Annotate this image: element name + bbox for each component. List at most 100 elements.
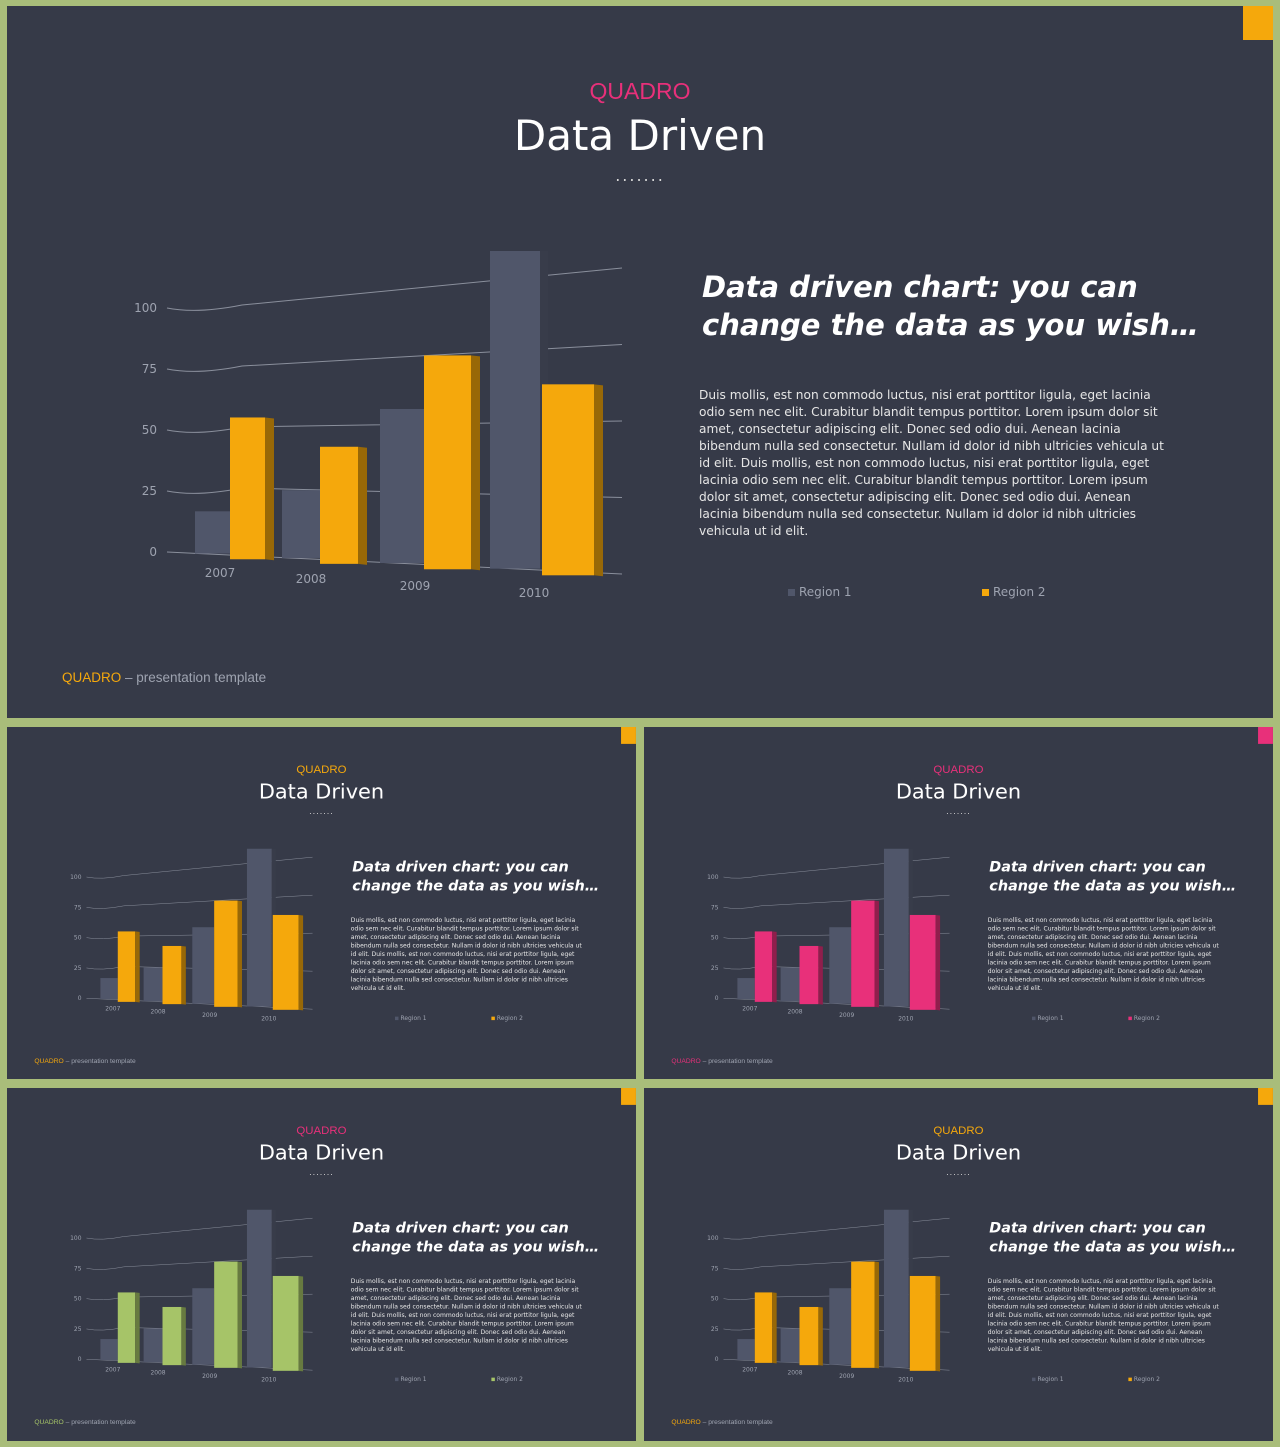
- legend-label-region-1: Region 1: [400, 1375, 427, 1383]
- y-tick-label-0: 0: [149, 545, 157, 559]
- title-dots-divider: .......: [309, 1167, 334, 1177]
- bar-side-region-2-2009: [237, 1261, 242, 1369]
- bar-region-1-2007: [100, 978, 118, 1000]
- footer-text: QUADRO – presentation template: [62, 670, 266, 685]
- slide-title: Data Driven: [258, 779, 385, 804]
- y-tick-label-75: 75: [74, 904, 82, 911]
- y-tick-label-50: 50: [74, 935, 82, 942]
- bar-region-2-2010: [909, 914, 936, 1010]
- legend-label-region-2: Region 2: [993, 585, 1046, 599]
- gridline-100: [723, 1217, 950, 1240]
- bar-region-2-2009: [851, 900, 875, 1007]
- slide-thumbnail-orange-alt[interactable]: QUADRO Data Driven ....... 0 25 50 75 100 200…: [644, 1088, 1273, 1441]
- slide-title: Data Driven: [258, 1140, 385, 1165]
- bar-side-region-2-2009: [874, 900, 879, 1008]
- y-tick-label-50: 50: [142, 423, 157, 437]
- title-dots-divider: .......: [946, 1167, 971, 1177]
- corner-accent-square: [621, 727, 636, 744]
- slide-thumbnail-green[interactable]: QUADRO Data Driven ....... 0 25 50 75 100 200…: [7, 1088, 636, 1441]
- y-tick-label-100: 100: [707, 874, 719, 881]
- slide-title: Data Driven: [513, 111, 767, 160]
- bar-side-region-2-2007: [265, 417, 274, 561]
- chart-heading: Data driven chart: you can change the da…: [702, 268, 1199, 344]
- bar-region-2-2008: [799, 945, 819, 1005]
- legend-label-region-2: Region 2: [496, 1375, 523, 1383]
- chart-heading-line1: Data driven chart: you can: [989, 1219, 1206, 1237]
- slide-thumbnail-orange[interactable]: QUADRO Data Driven ....... 0 25 50 75 100 200…: [7, 727, 636, 1079]
- x-tick-label-2010: 2010: [519, 586, 550, 600]
- slide-thumbnail-content: QUADRO Data Driven ....... 0 25 50 75 100 200…: [7, 1088, 636, 1441]
- bar-region-2-2010: [272, 1275, 299, 1371]
- bar-chart: 0 25 50 75 100 2007 2008 2009 2010: [70, 848, 313, 1023]
- footer-caption: – presentation template: [63, 1417, 136, 1426]
- slide-main[interactable]: QUADRO Data Driven ....... 0 25 50 75 100 200…: [7, 6, 1273, 718]
- x-tick-label-2007: 2007: [105, 1367, 120, 1374]
- gridline-100: [166, 267, 623, 311]
- bar-region-2-2010: [542, 384, 594, 576]
- bar-side-region-2-2010: [298, 1275, 304, 1372]
- bar-region-1-2008: [143, 1328, 163, 1363]
- bar-side-region-2-2010: [935, 914, 941, 1011]
- slide-thumbnail-content: QUADRO Data Driven ....... 0 25 50 75 100 200…: [7, 727, 636, 1079]
- footer-brand: QUADRO: [671, 1417, 701, 1426]
- gridline-75: [86, 894, 313, 909]
- y-tick-label-25: 25: [74, 965, 82, 972]
- x-tick-label-2010: 2010: [898, 1016, 913, 1023]
- body-paragraph: Duis mollis, est non commodo luctus, nis…: [987, 916, 1219, 992]
- y-tick-label-75: 75: [142, 362, 157, 376]
- footer-brand: QUADRO: [671, 1056, 701, 1065]
- y-tick-label-100: 100: [707, 1235, 719, 1242]
- gridline-75: [723, 1255, 950, 1270]
- brand-label: QUADRO: [296, 1123, 347, 1137]
- legend-swatch-region-2: [982, 589, 989, 596]
- gridline-75: [166, 344, 623, 372]
- x-tick-label-2010: 2010: [898, 1377, 913, 1384]
- bar-region-2-2010: [909, 1275, 936, 1371]
- legend-swatch-region-2: [1128, 1377, 1132, 1382]
- footer-brand: QUADRO: [34, 1056, 64, 1065]
- legend-label-region-1: Region 1: [1037, 1014, 1064, 1022]
- body-paragraph: Duis mollis, est non commodo luctus, nis…: [350, 916, 582, 992]
- y-tick-label-50: 50: [711, 935, 719, 942]
- x-tick-label-2009: 2009: [839, 1373, 854, 1380]
- bar-side-region-2-2007: [772, 931, 777, 1003]
- bar-region-2-2008: [320, 446, 358, 564]
- y-tick-label-25: 25: [74, 1326, 82, 1333]
- y-tick-label-50: 50: [711, 1296, 719, 1303]
- bar-side-region-2-2008: [358, 446, 367, 565]
- bar-side-region-2-2008: [181, 1306, 186, 1366]
- legend-region-1: Region 1: [1032, 1015, 1064, 1022]
- chart-heading-line2: change the data as you wish…: [352, 877, 600, 894]
- bar-region-2-2009: [424, 355, 471, 570]
- body-paragraph: Duis mollis, est non commodo luctus, nis…: [699, 388, 1164, 538]
- corner-accent-square: [621, 1088, 636, 1105]
- x-tick-label-2009: 2009: [400, 579, 431, 593]
- chart-heading-line1: Data driven chart: you can: [352, 858, 569, 876]
- footer-caption: – presentation template: [700, 1417, 773, 1426]
- bar-region-1-2010: [883, 848, 909, 1007]
- x-tick-label-2009: 2009: [839, 1012, 854, 1019]
- bar-side-region-2-2010: [935, 1275, 941, 1372]
- brand-label: QUADRO: [933, 1123, 984, 1137]
- bar-region-1-2008: [780, 1328, 800, 1363]
- brand-label: QUADRO: [296, 762, 347, 776]
- legend-swatch-region-1: [395, 1016, 399, 1021]
- body-paragraph: Duis mollis, est non commodo luctus, nis…: [350, 1277, 582, 1353]
- bar-chart: 0 25 50 75 100 2007 2008 2009 2010: [707, 848, 950, 1023]
- legend-region-2: Region 2: [982, 585, 1046, 599]
- slide-title: Data Driven: [895, 1140, 1022, 1165]
- body-paragraph: Duis mollis, est non commodo luctus, nis…: [987, 1277, 1219, 1353]
- corner-accent-square: [1258, 727, 1273, 744]
- bar-chart: 0 25 50 75 100 2007 2008 2009 2010: [707, 1209, 950, 1384]
- legend-swatch-region-2: [1128, 1016, 1132, 1021]
- chart-heading-line1: Data driven chart: you can: [352, 1219, 569, 1237]
- bar-region-1-2010: [490, 251, 540, 569]
- legend-region-2: Region 2: [491, 1015, 523, 1022]
- legend-swatch-region-2: [491, 1377, 495, 1382]
- slide-thumbnail-pink[interactable]: QUADRO Data Driven ....... 0 25 50 75 100 200…: [644, 727, 1273, 1079]
- slide-thumbnail-content: QUADRO Data Driven ....... 0 25 50 75 100 200…: [644, 1088, 1273, 1441]
- x-tick-label-2007: 2007: [105, 1006, 120, 1013]
- footer-text: QUADRO – presentation template: [671, 1418, 772, 1425]
- bar-region-1-2010: [246, 848, 272, 1007]
- gridline-75: [723, 894, 950, 909]
